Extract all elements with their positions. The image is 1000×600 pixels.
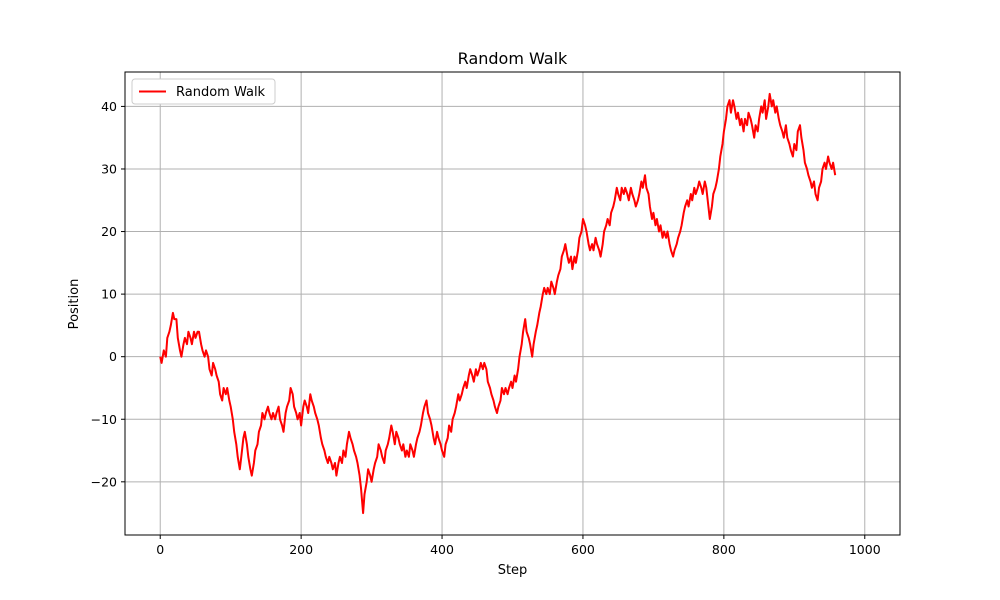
y-tick-label: 20 xyxy=(101,224,117,239)
x-tick-label: 400 xyxy=(430,542,454,557)
x-tick-label: 0 xyxy=(156,542,164,557)
y-tick-label: −20 xyxy=(91,474,117,489)
y-tick-label: 0 xyxy=(109,349,117,364)
x-tick-label: 600 xyxy=(571,542,595,557)
y-tick-label: 30 xyxy=(101,161,117,176)
y-tick-label: 10 xyxy=(101,287,117,302)
x-tick-label: 200 xyxy=(289,542,313,557)
x-tick-label: 1000 xyxy=(849,542,881,557)
legend: Random Walk xyxy=(132,79,275,104)
chart-title: Random Walk xyxy=(458,49,568,68)
y-axis-label: Position xyxy=(67,279,82,330)
y-tick-label: −10 xyxy=(91,412,117,427)
legend-label: Random Walk xyxy=(176,85,266,100)
x-tick-label: 800 xyxy=(712,542,736,557)
x-axis-label: Step xyxy=(498,563,528,578)
y-tick-label: 40 xyxy=(101,99,117,114)
